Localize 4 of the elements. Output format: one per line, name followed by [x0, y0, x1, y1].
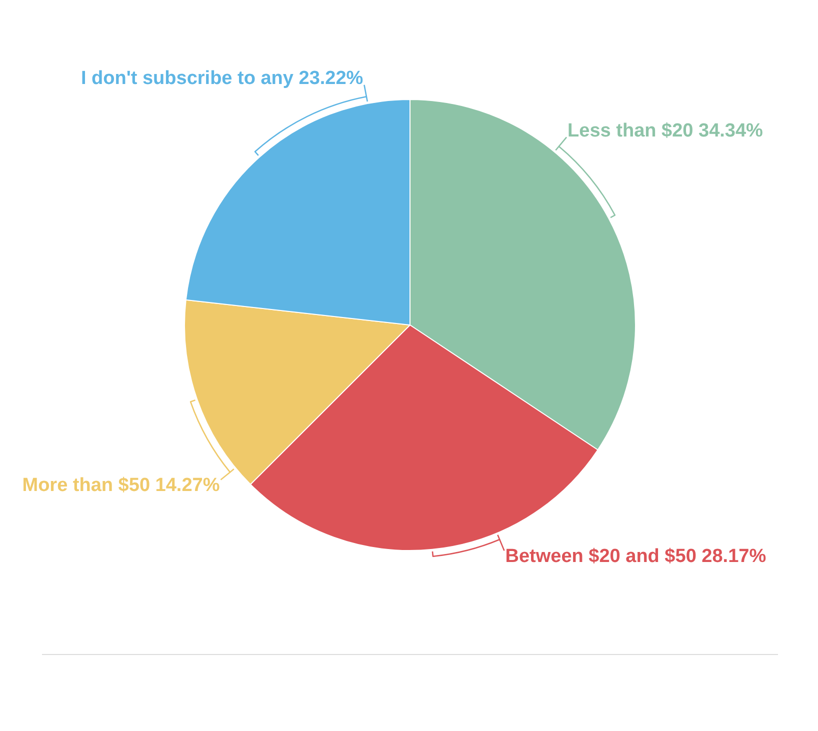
slice-label: More than $50 14.27%: [22, 475, 220, 496]
slice-label: Less than $20 34.34%: [568, 120, 764, 142]
legend-label: Between $20 and $50 28.17%: [505, 546, 766, 567]
slice-label: I don't subscribe to any 23.22%: [80, 68, 364, 90]
